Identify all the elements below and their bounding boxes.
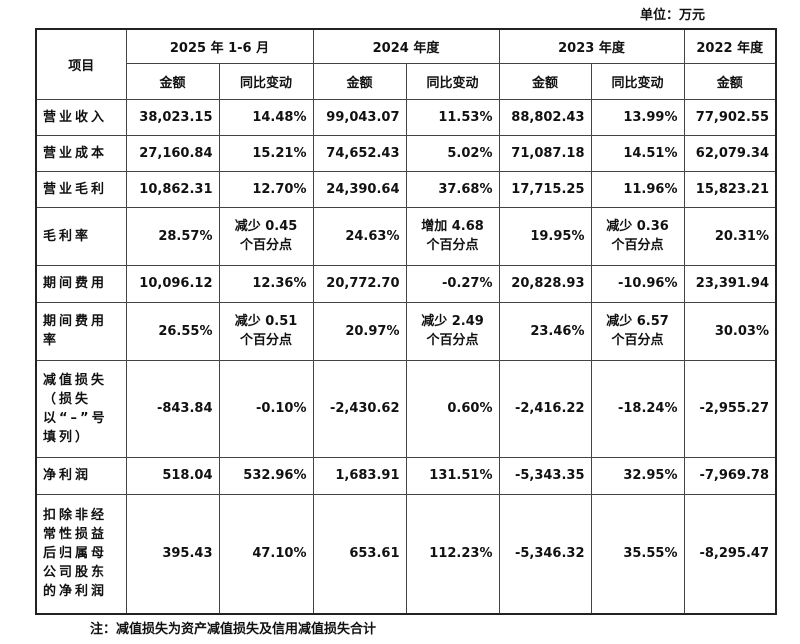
table-cell: 23.46% xyxy=(498,301,592,361)
table-row: 营业成本 27,160.84 15.21% 74,652.43 5.02% 71,087.… xyxy=(35,134,777,172)
table-cell: 35.55% xyxy=(590,493,685,615)
table-cell: 23,391.94 xyxy=(683,264,777,303)
table-cell: 1,683.91 xyxy=(312,456,407,495)
table-cell: 19.95% xyxy=(498,206,592,266)
table-cell: 营业收入 xyxy=(35,98,127,136)
table-cell: 653.61 xyxy=(312,493,407,615)
table-cell: 项目 xyxy=(35,28,127,100)
table-row: 项目 2025 年 1-6 月 2024 年度 2023 年度 2022 年度 xyxy=(35,28,777,100)
table-cell: 净利润 xyxy=(35,456,127,495)
table-cell: 11.53% xyxy=(405,98,500,136)
table-cell: 28.57% xyxy=(125,206,220,266)
table-cell: 金额 xyxy=(683,62,777,100)
table-row: 营业收入 38,023.15 14.48% 99,043.07 11.53% 88,802… xyxy=(35,98,777,136)
table-cell: 同比变动 xyxy=(405,62,500,100)
table-cell: -8,295.47 xyxy=(683,493,777,615)
table-cell: 74,652.43 xyxy=(312,134,407,172)
table-cell: 12.70% xyxy=(218,170,314,208)
table-cell: -0.27% xyxy=(405,264,500,303)
table-row: 期间费用率 26.55% 减少 0.51 个百分点 20.97% 减少 2.49 个百分… xyxy=(35,301,777,361)
table-cell: 14.51% xyxy=(590,134,685,172)
table-cell: 17,715.25 xyxy=(498,170,592,208)
table-cell: 37.68% xyxy=(405,170,500,208)
table-cell: 5.02% xyxy=(405,134,500,172)
table-cell: 518.04 xyxy=(125,456,220,495)
table-cell: 同比变动 xyxy=(218,62,314,100)
table-row: 金额 同比变动 金额 同比变动 金额 同比变动 金额 xyxy=(36,62,777,100)
table-cell: 10,862.31 xyxy=(125,170,220,208)
table-cell: 112.23% xyxy=(405,493,500,615)
table-cell: 27,160.84 xyxy=(125,134,220,172)
table-cell: 20,828.93 xyxy=(498,264,592,303)
table-cell: 24.63% xyxy=(312,206,407,266)
table-cell: -843.84 xyxy=(125,359,220,458)
table-cell: 32.95% xyxy=(590,456,685,495)
table-cell: 同比变动 xyxy=(590,62,685,100)
table-cell: 20.31% xyxy=(683,206,777,266)
footnote: 注：减值损失为资产减值损失及信用减值损失合计 xyxy=(90,622,377,637)
table-cell: 营业成本 xyxy=(35,134,127,172)
table-cell: 20,772.70 xyxy=(312,264,407,303)
table-cell: 减值损失（损失以“–”号填列） xyxy=(35,359,127,458)
table-cell: 2022 年度 xyxy=(683,28,777,64)
table-cell: 减少 0.45 个百分点 xyxy=(218,206,314,266)
table-cell: 10,096.12 xyxy=(125,264,220,303)
table-cell: 71,087.18 xyxy=(498,134,592,172)
table-cell: 15,823.21 xyxy=(683,170,777,208)
table-cell: 99,043.07 xyxy=(312,98,407,136)
table-cell: -0.10% xyxy=(218,359,314,458)
table-cell: 2023 年度 xyxy=(498,28,685,64)
table-cell: 金额 xyxy=(498,62,592,100)
table-cell: -5,346.32 xyxy=(498,493,592,615)
table-cell: -10.96% xyxy=(590,264,685,303)
table-cell: 88,802.43 xyxy=(498,98,592,136)
table-cell: 减少 0.36 个百分点 xyxy=(590,206,685,266)
table-cell: 38,023.15 xyxy=(125,98,220,136)
table-cell: 增加 4.68 个百分点 xyxy=(405,206,500,266)
table-cell: 金额 xyxy=(125,62,220,100)
table-cell: 期间费用 xyxy=(35,264,127,303)
table-cell: 减少 6.57 个百分点 xyxy=(590,301,685,361)
table-cell: 扣除非经常性损益后归属母公司股东的净利润 xyxy=(35,493,127,615)
table-cell: -2,955.27 xyxy=(683,359,777,458)
table-cell: 395.43 xyxy=(125,493,220,615)
table-cell: 减少 2.49 个百分点 xyxy=(405,301,500,361)
table-cell: -2,416.22 xyxy=(498,359,592,458)
table-row: 毛利率 28.57% 减少 0.45 个百分点 24.63% 增加 4.68 个百分点 1… xyxy=(35,206,777,266)
table-cell: 毛利率 xyxy=(35,206,127,266)
table-cell: 30.03% xyxy=(683,301,777,361)
table-cell: 2025 年 1-6 月 xyxy=(125,28,314,64)
table-row: 期间费用 10,096.12 12.36% 20,772.70 -0.27% 20,828… xyxy=(35,264,777,303)
table-cell: -5,343.35 xyxy=(498,456,592,495)
table-row: 营业毛利 10,862.31 12.70% 24,390.64 37.68% 17,715… xyxy=(35,170,777,208)
table-row: 减值损失（损失以“–”号填列） -843.84 -0.10% -2,430.62 0.6… xyxy=(35,359,777,458)
table-cell: 金额 xyxy=(312,62,407,100)
table-cell: 0.60% xyxy=(405,359,500,458)
table-row: 扣除非经常性损益后归属母公司股东的净利润 395.43 47.10% 653.61 11… xyxy=(35,493,777,615)
table-cell: 2024 年度 xyxy=(312,28,500,64)
table-cell: 131.51% xyxy=(405,456,500,495)
table-cell: 20.97% xyxy=(312,301,407,361)
table-cell: 77,902.55 xyxy=(683,98,777,136)
table-cell: 减少 0.51 个百分点 xyxy=(218,301,314,361)
table-cell: -2,430.62 xyxy=(312,359,407,458)
table-row: 净利润 518.04 532.96% 1,683.91 131.51% -5,343.35… xyxy=(35,456,777,495)
table-cell: 13.99% xyxy=(590,98,685,136)
table-cell: 62,079.34 xyxy=(683,134,777,172)
table-cell: 期间费用率 xyxy=(35,301,127,361)
unit-label: 单位：万元 xyxy=(640,8,706,23)
table-cell: 47.10% xyxy=(218,493,314,615)
table-cell: 24,390.64 xyxy=(312,170,407,208)
table-cell: 营业毛利 xyxy=(35,170,127,208)
table-cell: -18.24% xyxy=(590,359,685,458)
table-cell: -7,969.78 xyxy=(683,456,777,495)
table-cell: 12.36% xyxy=(218,264,314,303)
table-cell: 11.96% xyxy=(590,170,685,208)
table-cell: 14.48% xyxy=(218,98,314,136)
financial-table: 项目 2025 年 1-6 月 2024 年度 2023 年度 2022 年度 金额 同比变… xyxy=(35,28,777,615)
table-cell: 532.96% xyxy=(218,456,314,495)
table-cell: 26.55% xyxy=(125,301,220,361)
table-cell: 15.21% xyxy=(218,134,314,172)
